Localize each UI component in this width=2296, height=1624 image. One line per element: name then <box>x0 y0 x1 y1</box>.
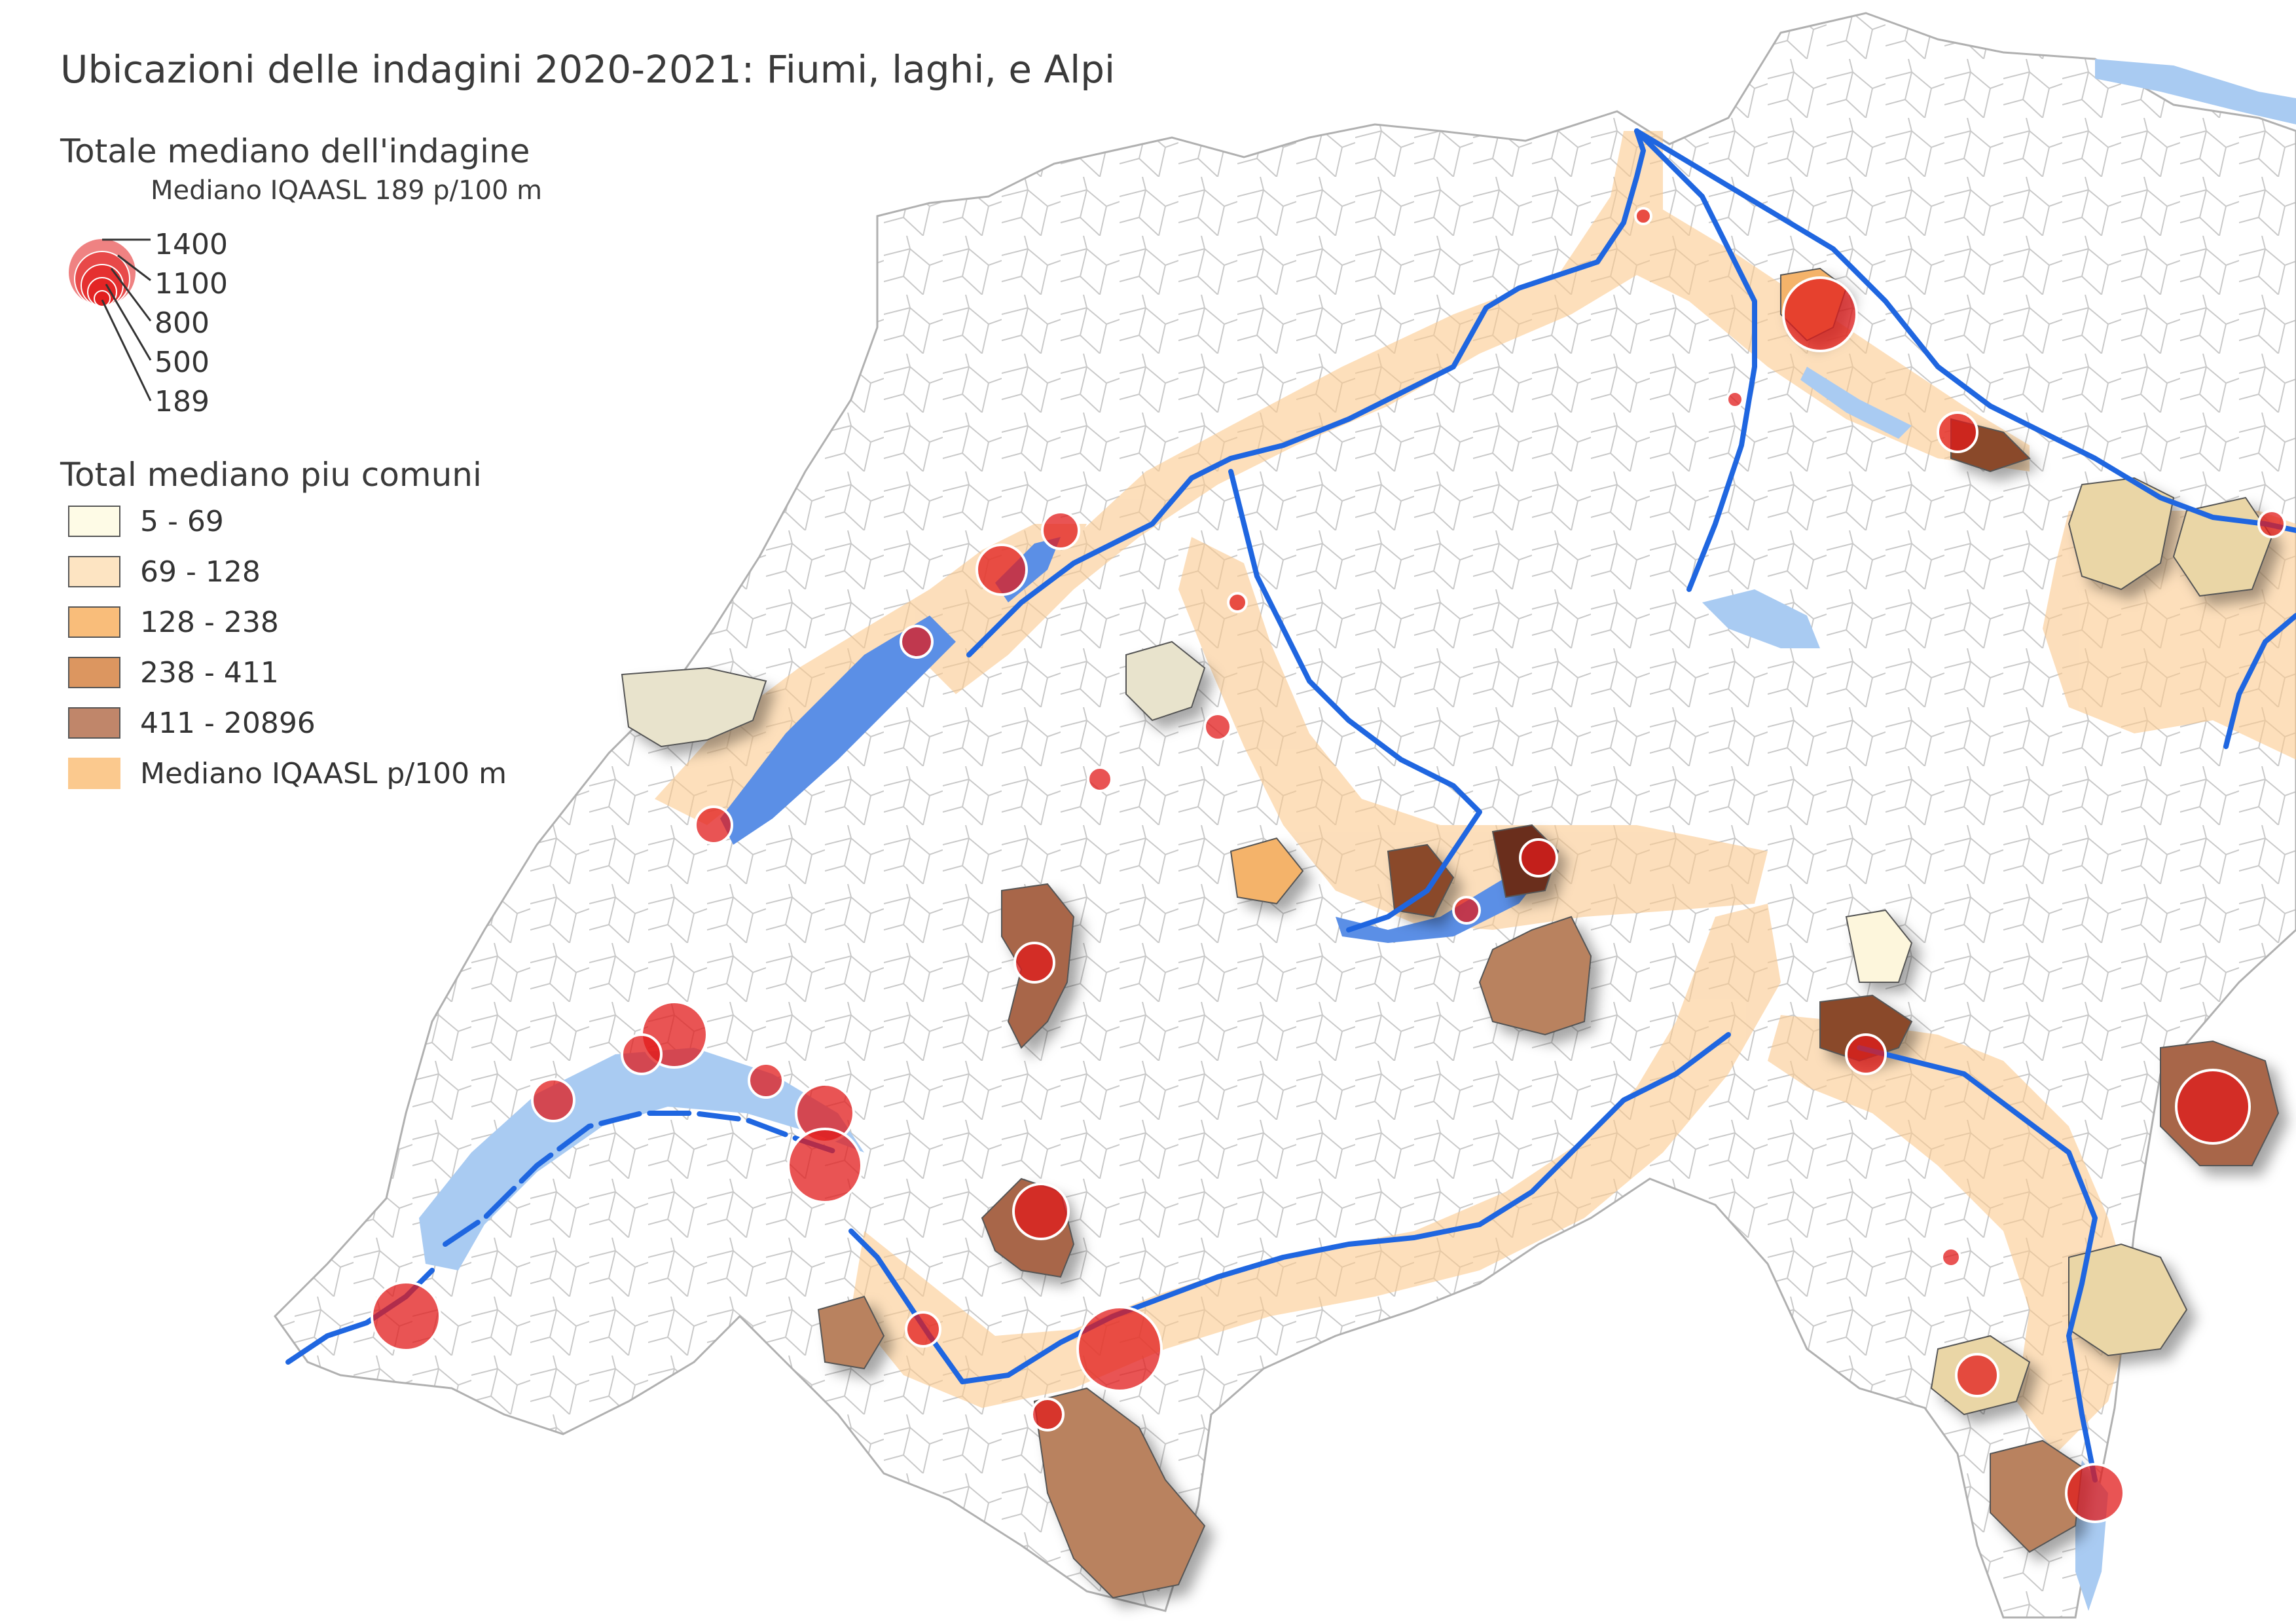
size-label-189: 189 <box>155 385 210 418</box>
municipality <box>2068 477 2175 591</box>
legend-swatch <box>68 506 120 537</box>
legend-class-row: 5 - 69 <box>68 502 224 541</box>
municipality <box>1230 837 1304 905</box>
survey-point <box>1452 896 1481 925</box>
survey-point <box>975 544 1028 596</box>
survey-point <box>1203 712 1232 741</box>
survey-point <box>2175 1069 2251 1145</box>
legend-class-label: 69 - 128 <box>140 555 261 589</box>
legend-class-label: 238 - 411 <box>140 655 279 690</box>
corridor-aare-rhine <box>917 131 2030 694</box>
survey-point <box>900 625 934 659</box>
legend-swatch <box>68 606 120 638</box>
lake-geneva <box>419 1048 864 1270</box>
river-ticino <box>1857 1045 2098 1483</box>
survey-point <box>1076 1306 1163 1392</box>
corridor-ticino <box>1768 1015 2134 1454</box>
survey-point <box>1087 766 1113 792</box>
municipal-legend-heading: Total mediano piu comuni <box>60 456 482 494</box>
survey-point <box>2065 1463 2125 1523</box>
survey-point <box>1030 1397 1065 1431</box>
size-label-500: 500 <box>155 346 210 379</box>
survey-point <box>1013 942 1055 984</box>
legend-class-row: 238 - 411 <box>68 653 279 692</box>
river-reuss <box>1634 128 1757 592</box>
legend-class-row: 128 - 238 <box>68 602 279 642</box>
survey-size-symbols <box>67 238 152 401</box>
municipality <box>1478 915 1592 1036</box>
survey-points <box>371 207 2286 1523</box>
legend-swatch <box>68 758 120 789</box>
municipality <box>1845 909 1913 983</box>
lake-constance <box>2095 59 2296 124</box>
legend-class-row: Mediano IQAASL p/100 m <box>68 754 507 793</box>
municipal-polygons <box>621 267 2280 1599</box>
survey-point <box>1782 276 1858 352</box>
map-title: Ubicazioni delle indagini 2020-2021: Fiu… <box>60 47 1116 92</box>
legend-class-label: 5 - 69 <box>140 504 224 538</box>
river-aare <box>966 128 1646 657</box>
survey-point <box>905 1311 941 1348</box>
river-inn <box>2223 613 2296 749</box>
legend-class-row: 411 - 20896 <box>68 703 316 743</box>
municipality <box>1033 1387 1206 1599</box>
survey-point <box>1012 1183 1070 1240</box>
survey-point <box>621 1033 663 1075</box>
legend-class-label: 411 - 20896 <box>140 706 316 740</box>
municipality <box>2068 1243 2188 1357</box>
legend-swatch <box>68 657 120 688</box>
municipality <box>817 1295 885 1370</box>
survey-point <box>1227 592 1248 613</box>
survey-point <box>371 1281 441 1352</box>
legend-class-label: Mediano IQAASL p/100 m <box>140 756 507 790</box>
lake-lucerne <box>1702 589 1820 648</box>
corridor-aare-south <box>1178 537 1768 930</box>
size-label-1400: 1400 <box>155 228 228 261</box>
legend-class-label: 128 - 238 <box>140 605 279 639</box>
lake-neuchatel <box>720 616 956 845</box>
municipality <box>621 667 767 748</box>
legend-swatch <box>68 707 120 739</box>
river-rhone-lake <box>443 1111 841 1247</box>
survey-legend-heading: Totale mediano dell'indagine <box>60 132 530 170</box>
size-label-800: 800 <box>155 306 210 340</box>
legend-class-row: 69 - 128 <box>68 552 261 591</box>
river-rhine <box>1634 128 2296 533</box>
municipality <box>1990 1439 2083 1553</box>
survey-point <box>787 1128 863 1204</box>
survey-point <box>1937 411 1978 453</box>
municipality <box>1387 843 1455 918</box>
river-aare-upper <box>1228 469 1482 932</box>
survey-point <box>1845 1033 1887 1075</box>
survey-point <box>1041 511 1080 550</box>
municipality <box>1819 994 1913 1062</box>
lake-zurich <box>1800 367 1912 439</box>
survey-point <box>748 1062 784 1099</box>
survey-point <box>694 805 733 845</box>
size-label-1100: 1100 <box>155 267 228 301</box>
survey-point <box>1955 1353 1999 1397</box>
survey-legend-subheading: Mediano IQAASL 189 p/100 m <box>151 175 543 206</box>
survey-point <box>2257 509 2286 538</box>
survey-point <box>1726 390 1744 409</box>
survey-point <box>1941 1247 1961 1268</box>
municipality <box>1125 640 1206 722</box>
survey-point <box>531 1078 575 1122</box>
legend-swatch <box>68 556 120 587</box>
lake-thun-brienz <box>1336 871 1545 943</box>
survey-point <box>1519 838 1558 877</box>
survey-point <box>1634 207 1652 225</box>
